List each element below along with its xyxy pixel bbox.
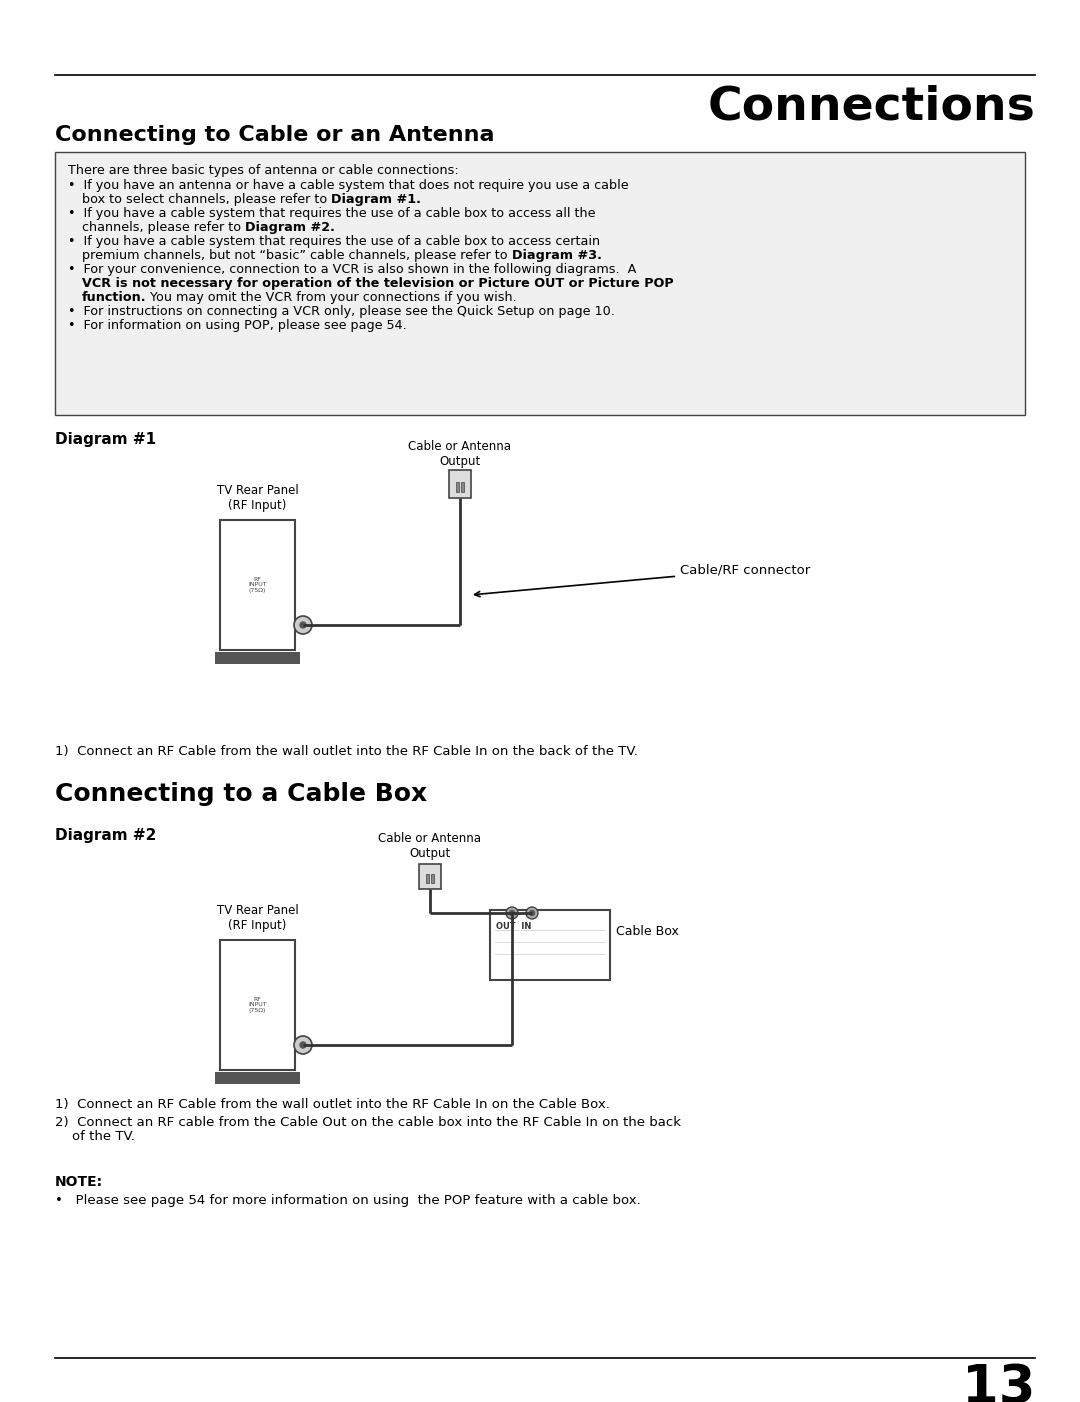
Text: Diagram #1.: Diagram #1.: [332, 193, 421, 206]
Bar: [215, 1073, 300, 1084]
Text: 1)  Connect an RF Cable from the wall outlet into the RF Cable In on the Cable B: 1) Connect an RF Cable from the wall out…: [55, 1098, 610, 1110]
Text: Diagram #2: Diagram #2: [55, 829, 157, 843]
Text: premium channels, but not “basic” cable channels, please refer to: premium channels, but not “basic” cable …: [82, 250, 512, 262]
Text: Cable/RF connector: Cable/RF connector: [474, 564, 810, 597]
Text: Diagram #3.: Diagram #3.: [512, 250, 602, 262]
Bar: [490, 910, 610, 980]
Text: Diagram #1: Diagram #1: [55, 432, 157, 447]
Text: 1)  Connect an RF Cable from the wall outlet into the RF Cable In on the back of: 1) Connect an RF Cable from the wall out…: [55, 744, 638, 758]
Bar: [426, 873, 429, 883]
Text: Cable or Antenna
Output: Cable or Antenna Output: [408, 440, 512, 468]
Text: Connecting to a Cable Box: Connecting to a Cable Box: [55, 782, 427, 806]
Bar: [461, 482, 464, 492]
Text: OUT  IN: OUT IN: [496, 923, 531, 931]
Text: •  If you have a cable system that requires the use of a cable box to access cer: • If you have a cable system that requir…: [68, 236, 600, 248]
Text: VCR is not necessary for operation of the television or Picture OUT or Picture P: VCR is not necessary for operation of th…: [82, 278, 674, 290]
Bar: [456, 482, 459, 492]
Bar: [215, 652, 300, 665]
Bar: [55, 151, 1025, 415]
Text: •  For instructions on connecting a VCR only, please see the Quick Setup on page: • For instructions on connecting a VCR o…: [68, 306, 615, 318]
Text: You may omit the VCR from your connections if you wish.: You may omit the VCR from your connectio…: [147, 292, 517, 304]
Text: Diagram #2.: Diagram #2.: [245, 222, 335, 234]
Text: There are three basic types of antenna or cable connections:: There are three basic types of antenna o…: [68, 164, 459, 177]
Text: •   Please see page 54 for more information on using  the POP feature with a cab: • Please see page 54 for more informatio…: [55, 1195, 640, 1207]
Text: TV Rear Panel
(RF Input): TV Rear Panel (RF Input): [217, 904, 298, 932]
Bar: [220, 520, 295, 651]
Text: 13: 13: [961, 1361, 1035, 1402]
Circle shape: [510, 910, 514, 916]
Bar: [220, 939, 295, 1070]
Text: •  For your convenience, connection to a VCR is also shown in the following diag: • For your convenience, connection to a …: [68, 264, 636, 276]
Bar: [431, 873, 434, 883]
Text: Cable or Antenna
Output: Cable or Antenna Output: [378, 831, 482, 859]
Text: channels, please refer to: channels, please refer to: [82, 222, 245, 234]
Circle shape: [529, 910, 535, 916]
Bar: [449, 470, 471, 498]
Text: function.: function.: [82, 292, 147, 304]
Bar: [419, 864, 441, 889]
Circle shape: [300, 1042, 306, 1049]
Text: RF
INPUT
(75Ω): RF INPUT (75Ω): [248, 576, 267, 593]
Text: 2)  Connect an RF cable from the Cable Out on the cable box into the RF Cable In: 2) Connect an RF cable from the Cable Ou…: [55, 1116, 681, 1129]
Text: of the TV.: of the TV.: [55, 1130, 135, 1143]
Text: RF
INPUT
(75Ω): RF INPUT (75Ω): [248, 997, 267, 1014]
Circle shape: [294, 615, 312, 634]
Circle shape: [507, 907, 518, 918]
Text: •  If you have an antenna or have a cable system that does not require you use a: • If you have an antenna or have a cable…: [68, 179, 629, 192]
Circle shape: [526, 907, 538, 918]
Circle shape: [300, 622, 306, 628]
Circle shape: [294, 1036, 312, 1054]
Text: •  For information on using POP, please see page 54.: • For information on using POP, please s…: [68, 320, 407, 332]
Text: NOTE:: NOTE:: [55, 1175, 103, 1189]
Text: Connecting to Cable or an Antenna: Connecting to Cable or an Antenna: [55, 125, 495, 144]
Text: •  If you have a cable system that requires the use of a cable box to access all: • If you have a cable system that requir…: [68, 207, 595, 220]
Text: box to select channels, please refer to: box to select channels, please refer to: [82, 193, 332, 206]
Text: TV Rear Panel
(RF Input): TV Rear Panel (RF Input): [217, 484, 298, 512]
Text: Connections: Connections: [707, 86, 1035, 130]
Text: Cable Box: Cable Box: [616, 925, 679, 938]
